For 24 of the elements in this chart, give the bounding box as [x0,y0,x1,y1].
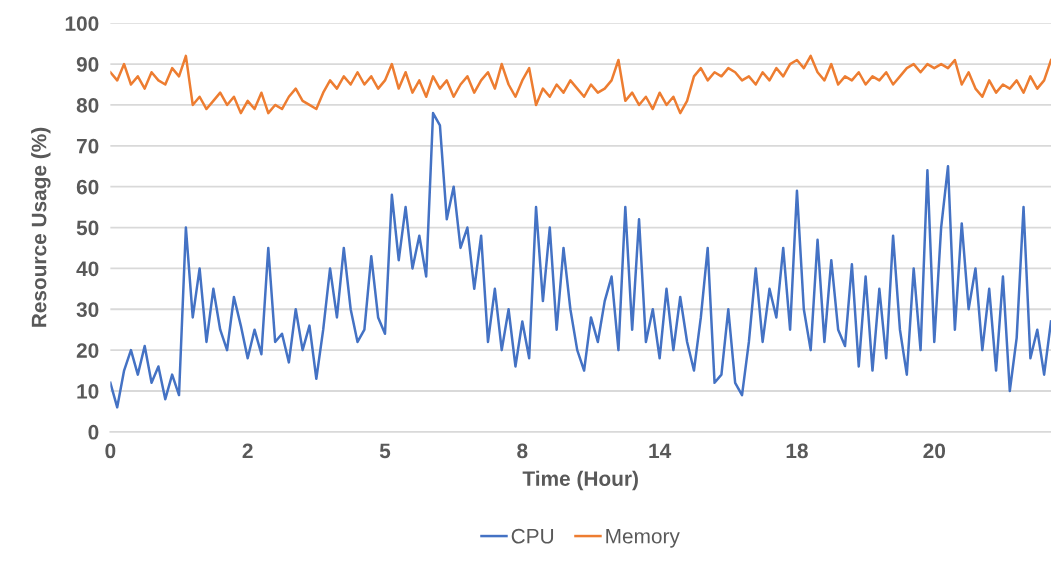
y-tick-label: 40 [76,261,99,277]
y-tick-label: 60 [76,179,99,195]
y-tick-label: 100 [65,16,99,31]
line-series [110,54,1051,115]
y-tick-label: 0 [88,424,99,440]
y-axis-title: Resource Usage (%) [31,127,51,327]
x-axis-title: Time (Hour) [522,470,638,491]
x-tick-label: 18 [786,443,808,459]
x-tick-label: 0 [105,443,116,459]
line-series [110,111,1051,409]
y-tick-label: 80 [76,97,99,113]
y-tick-label: 70 [76,138,99,154]
x-tick-label: 5 [379,443,391,459]
y-tick-label: 50 [76,220,99,236]
x-tick-label: 2 [242,443,253,459]
x-tick-label: 20 [923,443,946,459]
y-tick-label: 10 [77,383,99,399]
legend-label: CPU [511,528,554,544]
y-tick-label: 30 [76,302,99,318]
y-tick-label: 90 [76,57,99,72]
legend-label: Memory [606,529,680,548]
x-tick-label: 14 [649,443,672,459]
x-tick-label: 8 [517,443,528,459]
y-tick-label: 20 [76,343,99,358]
